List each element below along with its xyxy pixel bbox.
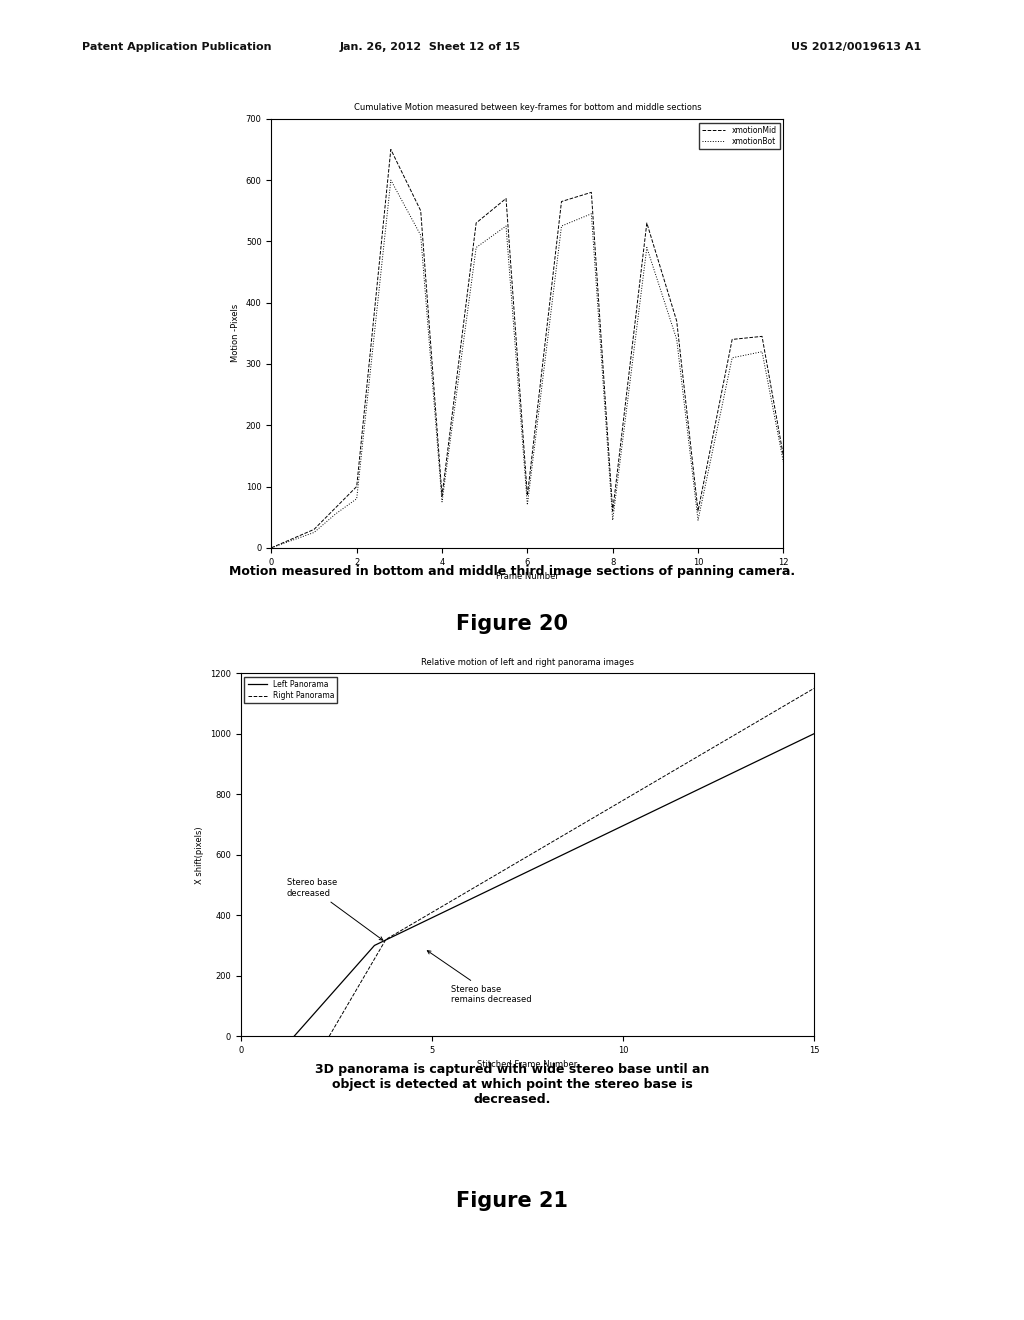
Text: Stereo base
decreased: Stereo base decreased — [287, 878, 383, 940]
xmotionMid — [586, 185, 598, 201]
Text: 3D panorama is captured with wide stereo base until an
object is detected at whi: 3D panorama is captured with wide stereo… — [314, 1063, 710, 1106]
X-axis label: Stitched Frame Number: Stitched Frame Number — [477, 1060, 578, 1069]
xmotionBot — [308, 524, 321, 540]
xmotionMid — [436, 488, 449, 504]
xmotionMid — [265, 540, 278, 556]
Left Panorama — [234, 1089, 247, 1105]
Y-axis label: X shift(pixels): X shift(pixels) — [196, 826, 205, 883]
Line: Left Panorama: Left Panorama — [241, 734, 814, 1097]
xmotionMid — [606, 503, 618, 519]
xmotionMid — [415, 203, 427, 219]
xmotionMid — [308, 521, 321, 537]
xmotionBot — [415, 227, 427, 243]
Text: Figure 20: Figure 20 — [456, 614, 568, 634]
xmotionMid — [777, 447, 790, 463]
xmotionMid — [756, 329, 768, 345]
Title: Relative motion of left and right panorama images: Relative motion of left and right panora… — [421, 657, 634, 667]
xmotionMid — [555, 194, 567, 210]
Text: US 2012/0019613 A1: US 2012/0019613 A1 — [792, 42, 922, 53]
xmotionBot — [726, 350, 738, 366]
Right Panorama — [234, 1180, 247, 1196]
Line: Right Panorama: Right Panorama — [241, 688, 814, 1188]
xmotionBot — [500, 218, 512, 234]
xmotionMid — [330, 500, 342, 516]
xmotionBot — [586, 206, 598, 222]
Line: xmotionMid: xmotionMid — [271, 149, 783, 548]
Right Panorama — [808, 680, 820, 696]
xmotionMid — [671, 313, 683, 329]
xmotionMid — [726, 331, 738, 347]
Left Panorama — [369, 937, 381, 953]
xmotionMid — [350, 479, 362, 495]
Text: Stereo base
remains decreased: Stereo base remains decreased — [427, 950, 531, 1005]
xmotionBot — [521, 498, 534, 513]
Text: Figure 21: Figure 21 — [456, 1191, 568, 1210]
xmotionBot — [692, 512, 705, 528]
xmotionBot — [385, 172, 397, 187]
Left Panorama — [808, 726, 820, 742]
xmotionMid — [500, 190, 512, 206]
Line: xmotionBot: xmotionBot — [271, 180, 783, 548]
xmotionMid — [385, 141, 397, 157]
xmotionBot — [470, 240, 482, 256]
xmotionBot — [265, 540, 278, 556]
xmotionBot — [777, 454, 790, 470]
Right Panorama — [380, 932, 392, 948]
xmotionBot — [350, 491, 362, 507]
Y-axis label: Motion -Pixels: Motion -Pixels — [231, 304, 241, 363]
Legend: xmotionMid, xmotionBot: xmotionMid, xmotionBot — [699, 123, 779, 149]
xmotionBot — [555, 218, 567, 234]
xmotionBot — [606, 512, 618, 528]
xmotionMid — [641, 215, 653, 231]
xmotionBot — [756, 343, 768, 359]
Legend: Left Panorama, Right Panorama: Left Panorama, Right Panorama — [245, 677, 337, 704]
xmotionMid — [692, 503, 705, 519]
Text: Motion measured in bottom and middle third image sections of panning camera.: Motion measured in bottom and middle thi… — [229, 565, 795, 578]
Text: Patent Application Publication: Patent Application Publication — [82, 42, 271, 53]
xmotionMid — [521, 488, 534, 504]
Title: Cumulative Motion measured between key-frames for bottom and middle sections: Cumulative Motion measured between key-f… — [353, 103, 701, 112]
xmotionBot — [671, 331, 683, 347]
xmotionMid — [470, 215, 482, 231]
xmotionBot — [330, 506, 342, 521]
xmotionBot — [641, 240, 653, 256]
X-axis label: Frame Number: Frame Number — [496, 572, 559, 581]
xmotionBot — [436, 494, 449, 510]
Text: Jan. 26, 2012  Sheet 12 of 15: Jan. 26, 2012 Sheet 12 of 15 — [340, 42, 520, 53]
